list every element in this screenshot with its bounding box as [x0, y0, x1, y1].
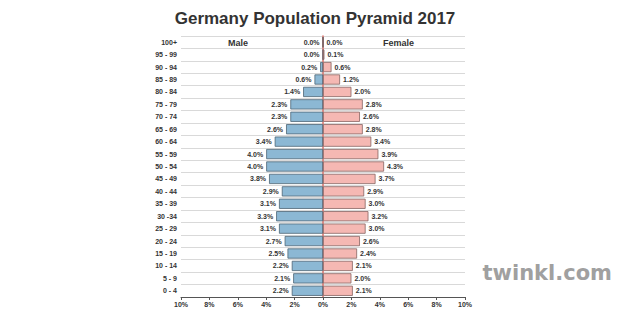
svg-text:2.4%: 2.4%	[360, 250, 377, 257]
svg-text:8%: 8%	[432, 301, 443, 308]
svg-text:2.0%: 2.0%	[354, 275, 371, 282]
svg-text:100+: 100+	[161, 39, 177, 46]
svg-text:4%: 4%	[375, 301, 386, 308]
svg-text:2.9%: 2.9%	[263, 188, 280, 195]
svg-text:5 - 9: 5 - 9	[163, 275, 177, 282]
svg-text:0%: 0%	[318, 301, 329, 308]
svg-text:4.3%: 4.3%	[387, 163, 404, 170]
svg-text:3.0%: 3.0%	[369, 200, 386, 207]
svg-text:4.0%: 4.0%	[247, 163, 264, 170]
svg-text:3.1%: 3.1%	[260, 200, 277, 207]
svg-text:0.6%: 0.6%	[296, 76, 313, 83]
svg-text:3.4%: 3.4%	[256, 138, 273, 145]
svg-text:0 - 4: 0 - 4	[163, 287, 177, 294]
svg-text:2.2%: 2.2%	[273, 262, 290, 269]
svg-text:2.0%: 2.0%	[354, 88, 371, 95]
svg-text:2.1%: 2.1%	[356, 287, 373, 294]
svg-text:3.1%: 3.1%	[260, 225, 277, 232]
svg-text:3.4%: 3.4%	[374, 138, 391, 145]
svg-text:50 - 54: 50 - 54	[155, 163, 177, 170]
svg-text:40 - 44: 40 - 44	[155, 188, 177, 195]
svg-text:2.3%: 2.3%	[271, 113, 288, 120]
svg-text:3.7%: 3.7%	[379, 175, 396, 182]
svg-text:2.3%: 2.3%	[271, 101, 288, 108]
svg-text:3.8%: 3.8%	[250, 175, 267, 182]
svg-text:95 - 99: 95 - 99	[155, 51, 177, 58]
svg-text:8%: 8%	[204, 301, 215, 308]
svg-text:2%: 2%	[290, 301, 301, 308]
svg-text:0.2%: 0.2%	[301, 64, 318, 71]
svg-text:10 - 14: 10 - 14	[155, 262, 177, 269]
svg-text:1.4%: 1.4%	[284, 88, 301, 95]
svg-text:4.0%: 4.0%	[247, 151, 264, 158]
svg-text:25 - 29: 25 - 29	[155, 225, 177, 232]
svg-text:2.6%: 2.6%	[363, 238, 380, 245]
svg-text:3.0%: 3.0%	[369, 225, 386, 232]
svg-text:2.7%: 2.7%	[266, 238, 283, 245]
svg-text:55 - 59: 55 - 59	[155, 151, 177, 158]
svg-text:2.8%: 2.8%	[366, 101, 383, 108]
svg-text:4%: 4%	[261, 301, 272, 308]
svg-text:2.9%: 2.9%	[367, 188, 384, 195]
svg-text:3.9%: 3.9%	[381, 151, 398, 158]
svg-text:2.2%: 2.2%	[273, 287, 290, 294]
svg-text:3.2%: 3.2%	[371, 213, 388, 220]
svg-text:30 -34: 30 -34	[157, 213, 177, 220]
svg-text:0.0%: 0.0%	[304, 51, 321, 58]
svg-text:Female: Female	[383, 38, 414, 48]
svg-text:6%: 6%	[233, 301, 244, 308]
svg-text:0.0%: 0.0%	[304, 39, 321, 46]
svg-text:0.6%: 0.6%	[335, 64, 352, 71]
svg-text:2.1%: 2.1%	[356, 262, 373, 269]
svg-text:10%: 10%	[174, 301, 189, 308]
svg-text:15 - 19: 15 - 19	[155, 250, 177, 257]
svg-text:0.1%: 0.1%	[327, 51, 344, 58]
svg-text:0.0%: 0.0%	[326, 39, 343, 46]
svg-text:1.2%: 1.2%	[343, 76, 360, 83]
svg-text:6%: 6%	[403, 301, 414, 308]
svg-text:75 - 79: 75 - 79	[155, 101, 177, 108]
svg-text:60 - 64: 60 - 64	[155, 138, 177, 145]
svg-text:2.6%: 2.6%	[267, 126, 284, 133]
svg-text:90 - 94: 90 - 94	[155, 64, 177, 71]
svg-text:3.3%: 3.3%	[257, 213, 274, 220]
svg-text:20 - 24: 20 - 24	[155, 238, 177, 245]
svg-text:70 - 74: 70 - 74	[155, 113, 177, 120]
svg-text:twinkl.com: twinkl.com	[483, 261, 612, 285]
svg-text:65 - 69: 65 - 69	[155, 126, 177, 133]
svg-text:80 - 84: 80 - 84	[155, 88, 177, 95]
svg-text:2.8%: 2.8%	[366, 126, 383, 133]
svg-text:Male: Male	[228, 38, 248, 48]
svg-text:2.6%: 2.6%	[363, 113, 380, 120]
svg-text:45 - 49: 45 - 49	[155, 175, 177, 182]
svg-text:2%: 2%	[346, 301, 357, 308]
svg-text:Germany Population Pyramid 201: Germany Population Pyramid 2017	[175, 9, 456, 28]
svg-text:2.1%: 2.1%	[274, 275, 291, 282]
svg-text:10%: 10%	[458, 301, 473, 308]
svg-text:2.5%: 2.5%	[269, 250, 286, 257]
svg-text:85 - 89: 85 - 89	[155, 76, 177, 83]
svg-text:35 - 39: 35 - 39	[155, 200, 177, 207]
